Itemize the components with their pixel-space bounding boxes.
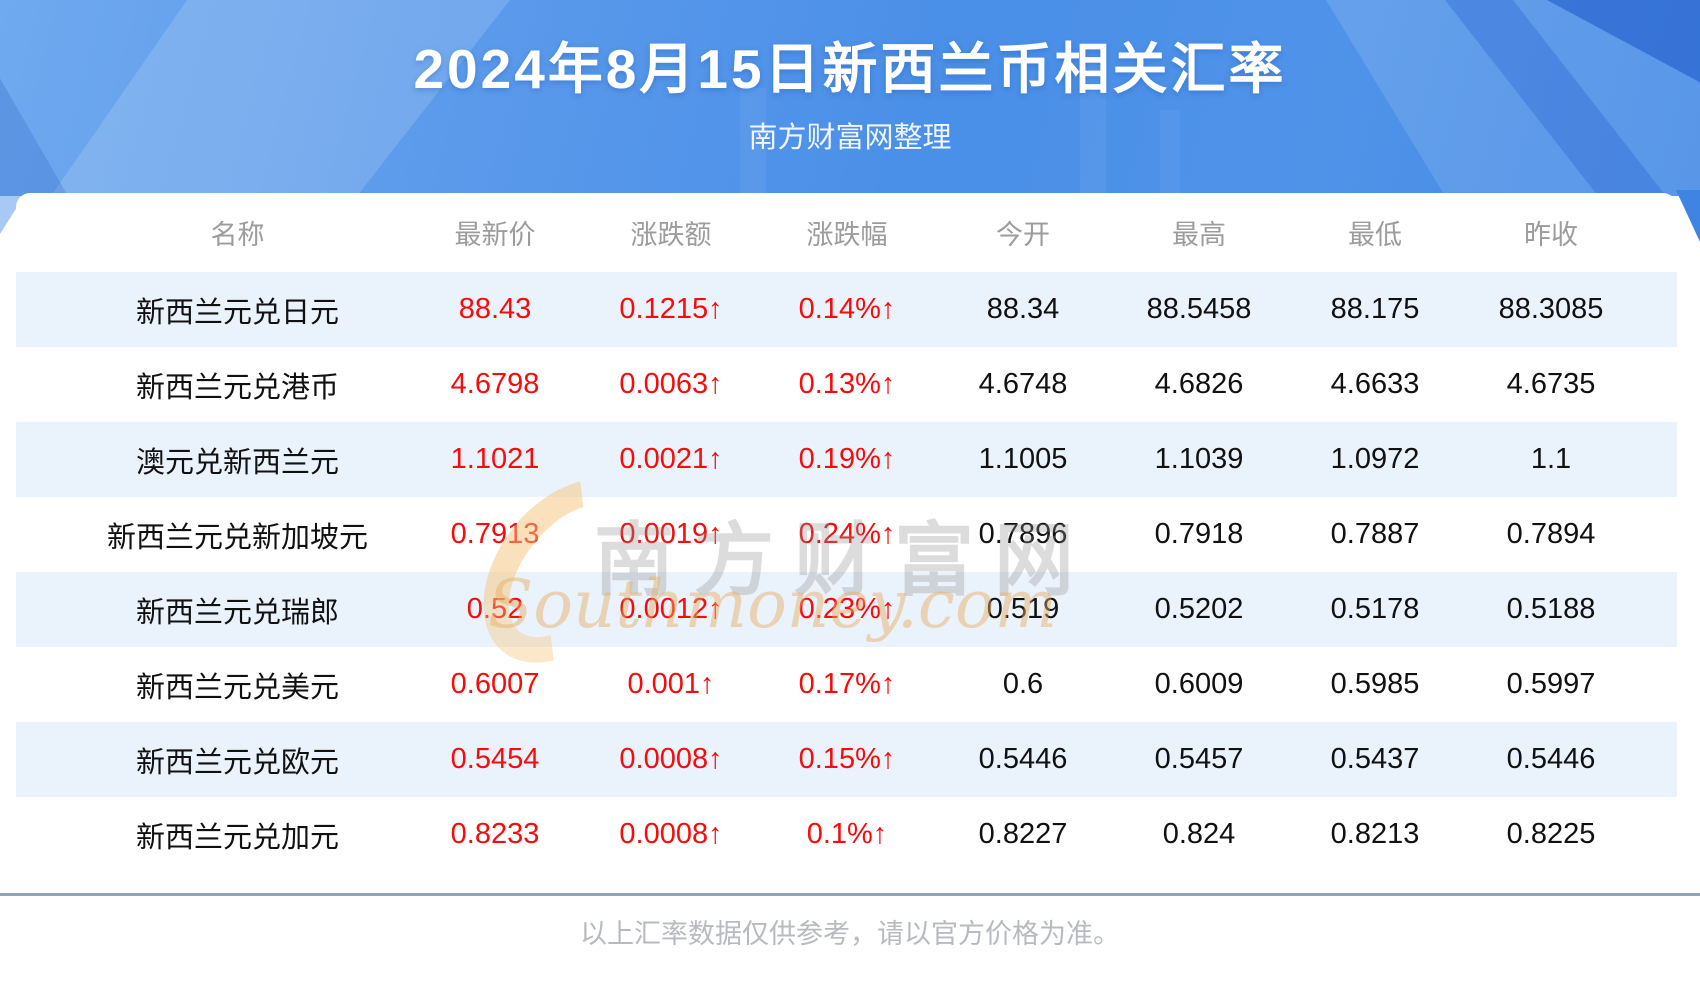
value-cell: 4.6748	[978, 368, 1068, 400]
column-header-1: 最新价	[454, 220, 536, 250]
column-header-3: 涨跌幅	[806, 220, 888, 250]
value-cell: 0.23%↑	[798, 593, 896, 625]
banner-candlestick-decor	[1080, 60, 1106, 196]
value-cell: 0.24%↑	[798, 518, 896, 550]
value-cell: 88.5458	[1146, 293, 1252, 325]
banner-candlestick-decor	[740, 88, 766, 196]
value-cell: 0.0021↑	[619, 443, 723, 475]
footer-divider	[0, 893, 1700, 896]
value-cell: 0.5985	[1330, 668, 1420, 700]
value-cell: 4.6735	[1506, 368, 1596, 400]
pair-name-cell: 新西兰元兑美元	[135, 671, 339, 704]
column-header-0: 名称	[210, 220, 265, 250]
value-cell: 4.6826	[1154, 368, 1244, 400]
value-cell: 0.5446	[1506, 743, 1596, 775]
table-row: 新西兰元兑加元 0.8233 0.0008↑ 0.1%↑ 0.8227 0.824 0.82…	[16, 797, 1677, 872]
value-cell: 0.824	[1162, 818, 1236, 850]
table-row: 新西兰元兑美元 0.6007 0.001↑ 0.17%↑ 0.6 0.6009 0.5985…	[16, 647, 1677, 722]
value-cell: 0.5178	[1330, 593, 1420, 625]
value-cell: 0.7896	[978, 518, 1068, 550]
pair-name-cell: 澳元兑新西兰元	[135, 446, 339, 479]
column-header-4: 今开	[996, 220, 1050, 250]
table-header-row: 名称 最新价 涨跌额 涨跌幅 今开 最高 最低 昨收	[16, 193, 1677, 272]
banner: 2024年8月15日新西兰币相关汇率 南方财富网整理	[0, 0, 1700, 196]
pair-name-cell: 新西兰元兑港币	[135, 371, 339, 404]
value-cell: 0.5454	[450, 743, 540, 775]
column-header-5: 最高	[1172, 220, 1226, 250]
table-body: 新西兰元兑日元 88.43 0.1215↑ 0.14%↑ 88.34 88.5458 88.…	[16, 272, 1677, 872]
value-cell: 4.6798	[450, 368, 540, 400]
column-header-6: 最低	[1348, 220, 1402, 250]
value-cell: 0.6	[1002, 668, 1044, 700]
pair-name-cell: 新西兰元兑加元	[135, 821, 339, 854]
value-cell: 0.1%↑	[806, 818, 888, 850]
value-cell: 0.7913	[450, 518, 540, 550]
pair-name-cell: 新西兰元兑日元	[135, 296, 339, 329]
value-cell: 0.6009	[1154, 668, 1244, 700]
value-cell: 0.5446	[978, 743, 1068, 775]
value-cell: 0.17%↑	[798, 668, 896, 700]
footer-note: 以上汇率数据仅供参考，请以官方价格为准。	[580, 919, 1120, 949]
value-cell: 1.1005	[978, 443, 1068, 475]
page-title: 2024年8月15日新西兰币相关汇率	[413, 38, 1287, 100]
value-cell: 0.1215↑	[619, 293, 723, 325]
value-cell: 0.7918	[1154, 518, 1244, 550]
value-cell: 0.0012↑	[619, 593, 723, 625]
pair-name-cell: 新西兰元兑新加坡元	[106, 521, 368, 554]
value-cell: 0.52	[466, 593, 524, 625]
value-cell: 0.6007	[450, 668, 540, 700]
value-cell: 0.15%↑	[798, 743, 896, 775]
value-cell: 1.1021	[450, 443, 540, 475]
banner-candlestick-decor	[1160, 110, 1180, 196]
value-cell: 0.8233	[450, 818, 540, 850]
value-cell: 88.34	[986, 293, 1060, 325]
table-row: 新西兰元兑瑞郎 0.52 0.0012↑ 0.23%↑ 0.519 0.5202 0.517…	[16, 572, 1677, 647]
value-cell: 0.5202	[1154, 593, 1244, 625]
value-cell: 0.8227	[978, 818, 1068, 850]
value-cell: 0.0063↑	[619, 368, 723, 400]
column-header-7: 昨收	[1524, 220, 1578, 250]
value-cell: 0.5457	[1154, 743, 1244, 775]
value-cell: 88.175	[1330, 293, 1420, 325]
value-cell: 0.5997	[1506, 668, 1596, 700]
pair-name-cell: 新西兰元兑瑞郎	[135, 596, 339, 629]
value-cell: 1.0972	[1330, 443, 1420, 475]
value-cell: 0.0008↑	[619, 743, 723, 775]
value-cell: 0.0019↑	[619, 518, 723, 550]
value-cell: 0.5437	[1330, 743, 1420, 775]
banner-right-wedge	[1676, 190, 1700, 242]
value-cell: 0.8213	[1330, 818, 1420, 850]
value-cell: 0.13%↑	[798, 368, 896, 400]
page-subtitle: 南方财富网整理	[748, 122, 952, 154]
rates-table-card: 名称 最新价 涨跌额 涨跌幅 今开 最高 最低 昨收 新西兰元兑日元 88.43 0.1215↑ 0…	[16, 193, 1677, 872]
pair-name-cell: 新西兰元兑欧元	[135, 746, 339, 779]
value-cell: 0.8225	[1506, 818, 1596, 850]
value-cell: 0.19%↑	[798, 443, 896, 475]
column-header-2: 涨跌额	[630, 220, 712, 250]
value-cell: 1.1039	[1154, 443, 1244, 475]
value-cell: 0.7894	[1506, 518, 1596, 550]
value-cell: 4.6633	[1330, 368, 1420, 400]
value-cell: 0.7887	[1330, 518, 1420, 550]
table-row: 澳元兑新西兰元 1.1021 0.0021↑ 0.19%↑ 1.1005 1.1039 1.…	[16, 422, 1677, 497]
value-cell: 1.1	[1530, 443, 1572, 475]
table-row: 新西兰元兑日元 88.43 0.1215↑ 0.14%↑ 88.34 88.5458 88.…	[16, 272, 1677, 347]
value-cell: 0.0008↑	[619, 818, 723, 850]
table-row: 新西兰元兑欧元 0.5454 0.0008↑ 0.15%↑ 0.5446 0.5457 0.…	[16, 722, 1677, 797]
value-cell: 88.3085	[1498, 293, 1604, 325]
value-cell: 88.43	[458, 293, 532, 325]
value-cell: 0.5188	[1506, 593, 1596, 625]
value-cell: 0.519	[986, 593, 1060, 625]
table-row: 新西兰元兑新加坡元 0.7913 0.0019↑ 0.24%↑ 0.7896 0.7918…	[16, 497, 1677, 572]
table-row: 新西兰元兑港币 4.6798 0.0063↑ 0.13%↑ 4.6748 4.6826 4.…	[16, 347, 1677, 422]
value-cell: 0.001↑	[627, 668, 715, 700]
value-cell: 0.14%↑	[798, 293, 896, 325]
